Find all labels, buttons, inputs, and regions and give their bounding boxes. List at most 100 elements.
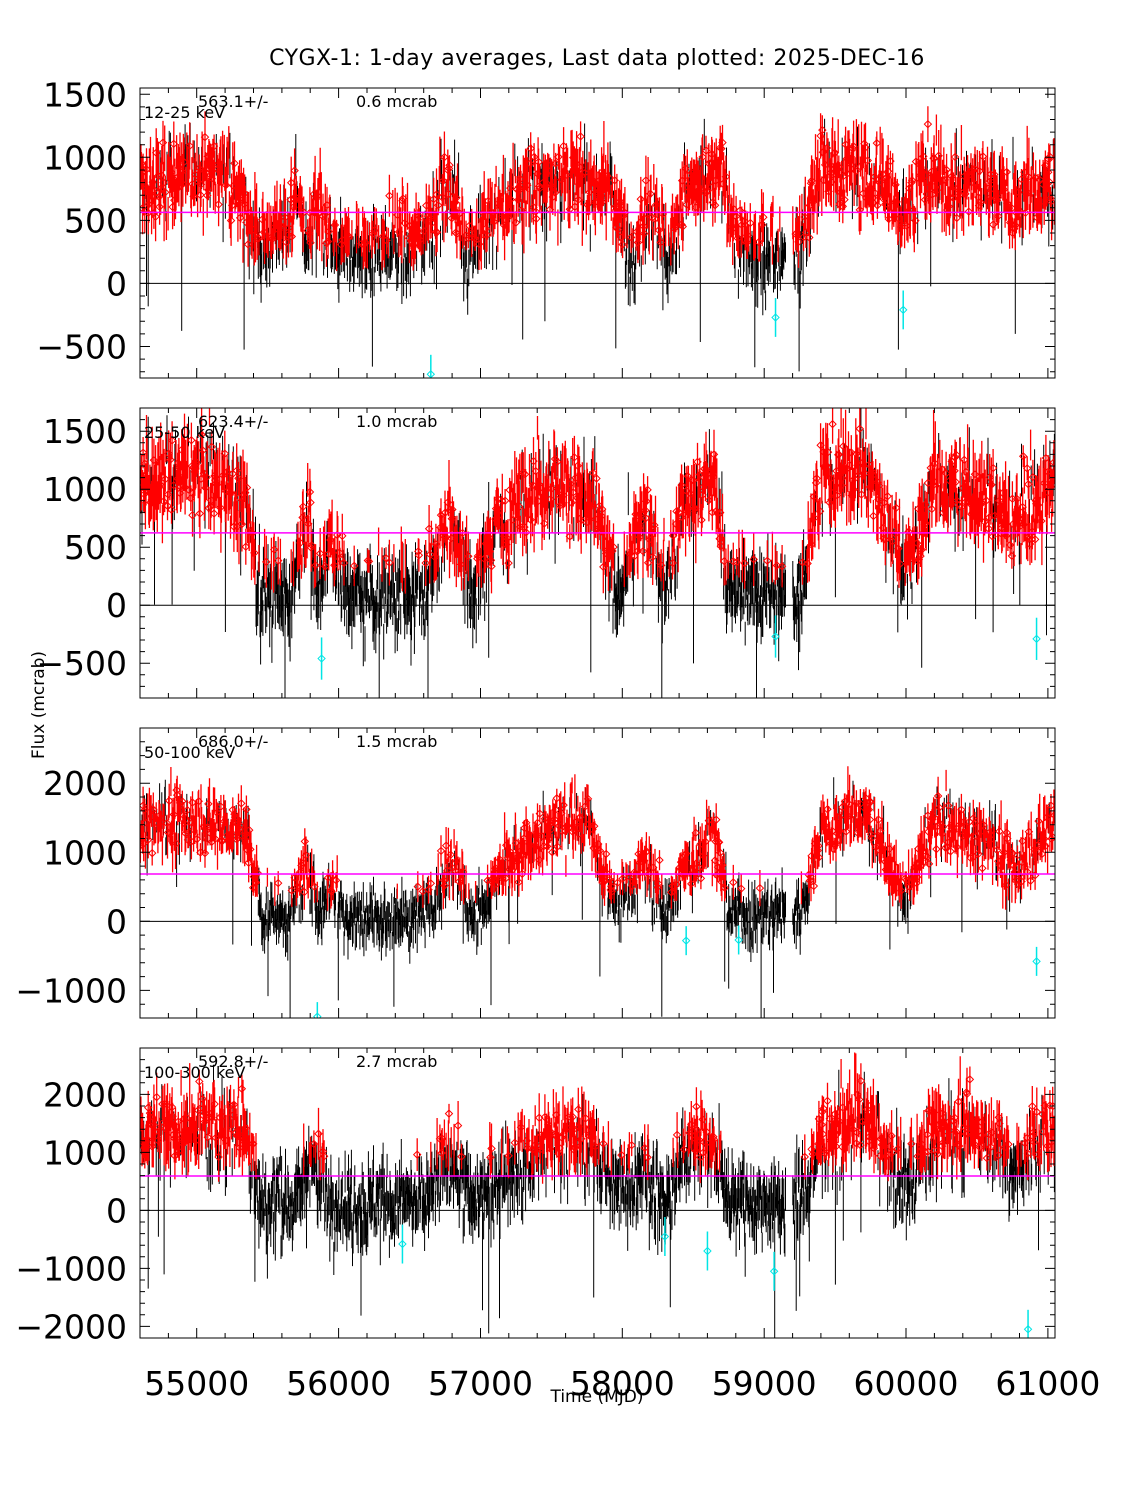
significant-data-point [691,828,701,838]
significant-data-point [721,172,731,182]
significant-data-point [204,185,213,195]
significant-data-point [815,506,825,516]
significant-data-point [1039,478,1049,488]
significant-data-point [875,178,884,187]
significant-data-point [173,474,182,483]
x-tick-label: 59000 [712,1364,817,1403]
significant-data-point [875,826,885,835]
significant-data-point [1014,187,1023,197]
significant-data-point [837,473,847,483]
significant-data-point [917,545,926,554]
significant-data-point [414,211,424,221]
significant-data-point [568,488,578,497]
significant-data-point [560,167,569,176]
significant-data-point [499,220,509,230]
significant-data-point [517,869,527,879]
significant-data-point [831,838,841,848]
significant-data-point [557,175,566,184]
significant-data-point [385,191,394,201]
significant-data-point [696,184,705,193]
significant-data-point [966,500,976,509]
significant-data-point [140,459,150,468]
y-tick-label: 1000 [43,138,127,177]
significant-data-point [934,803,944,812]
significant-data-point [177,445,186,455]
significant-data-point [800,212,810,222]
significant-data-point [704,496,714,505]
significant-data-point [970,819,980,828]
significant-data-point [252,234,262,243]
significant-data-point [917,1144,927,1154]
significant-data-point [209,141,219,151]
significant-data-point [698,482,708,492]
significant-data-point [841,140,850,149]
y-axis-label: Flux (mcrab) [29,651,49,759]
significant-data-point [562,1123,572,1132]
significant-data-point [508,515,518,525]
significant-data-point [1033,500,1043,510]
significant-data-point [830,1109,840,1119]
significant-data-point [929,1120,938,1129]
significant-data-point [364,557,374,566]
significant-data-point [1043,488,1052,497]
x-tick-label: 58000 [570,1364,675,1403]
significant-data-point [537,1130,546,1140]
significant-data-point [868,1130,878,1140]
significant-data-point [167,168,176,177]
significant-data-point [881,857,890,867]
significant-data-point [697,515,706,525]
significant-data-point [823,447,833,457]
significant-data-point [243,240,253,249]
significant-data-point [175,488,185,498]
significant-data-point [840,195,849,204]
significant-data-point [1049,1122,1055,1131]
significant-data-point [598,176,607,185]
significant-data-point [809,197,818,207]
significant-data-point [140,841,145,850]
significant-data-point [814,1114,824,1124]
significant-data-point [970,511,979,521]
significant-data-point [568,1112,577,1122]
significant-data-point [554,821,564,831]
significant-data-point [179,810,188,820]
significant-data-point [917,167,926,176]
significant-data-point [1018,452,1028,461]
significant-data-point [864,460,874,469]
significant-data-point [994,856,1003,866]
significant-data-point [984,1130,993,1139]
significant-data-point [683,183,693,192]
significant-data-point [140,490,149,499]
significant-data-point [162,818,172,828]
significant-data-point [1012,494,1022,504]
x-tick-label: 55000 [144,1364,249,1403]
significant-data-point [715,869,724,878]
significant-data-point [988,220,998,229]
significant-data-point [220,449,230,458]
significant-data-point [478,208,488,218]
significant-data-point [200,848,210,858]
significant-data-point [907,1139,916,1149]
outlier-data-point [898,305,908,315]
significant-data-point [913,1152,922,1161]
significant-data-point [479,554,489,563]
significant-data-point [1037,849,1047,859]
significant-data-point [964,207,973,216]
panel-frame [139,407,1056,699]
significant-data-point [203,1133,213,1142]
significant-data-point [998,488,1008,498]
significant-data-point [994,1113,1004,1122]
significant-data-point [187,818,197,828]
significant-data-point [820,820,829,830]
y-tick-label: 1000 [43,1133,127,1172]
significant-data-point [298,502,308,511]
significant-data-point [150,1127,160,1137]
significant-data-point [546,495,555,504]
significant-data-point [237,178,247,187]
significant-data-point [159,178,168,187]
significant-data-point [414,551,424,560]
significant-data-point [681,164,690,173]
significant-data-point [603,171,612,181]
significant-data-point [865,482,875,492]
significant-data-point [987,184,996,194]
significant-data-point [818,1107,827,1117]
